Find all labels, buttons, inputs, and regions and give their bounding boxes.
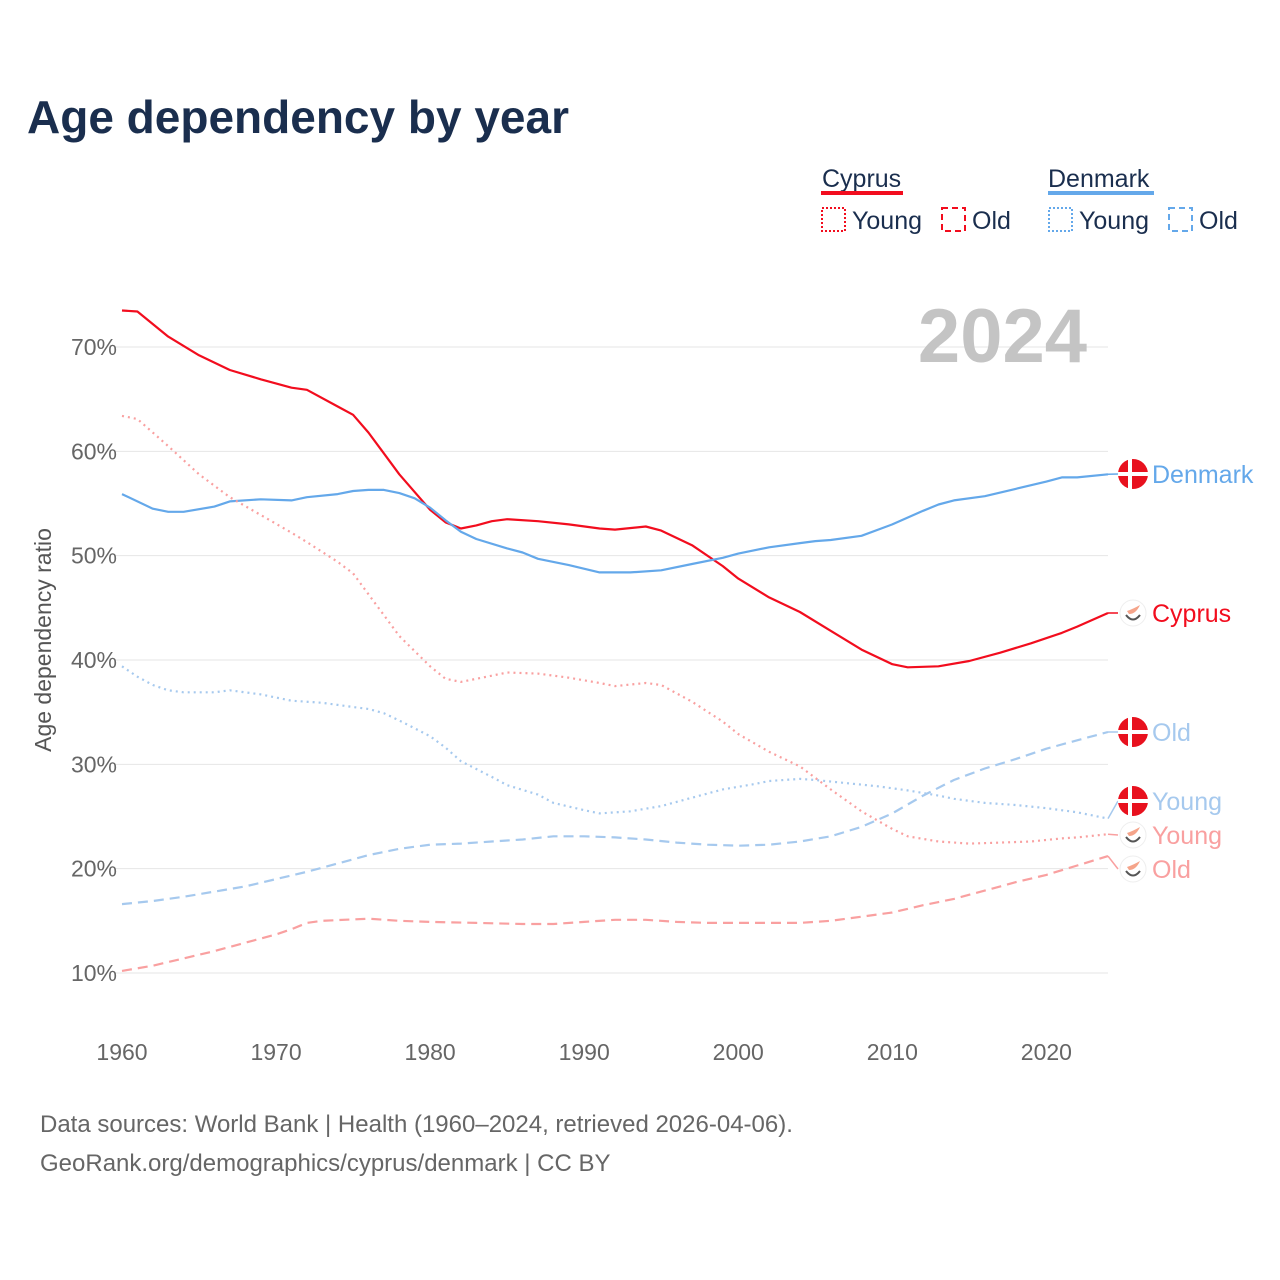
series-line-cyprus-old bbox=[121, 855, 1109, 972]
end-label: Old bbox=[1152, 719, 1191, 747]
cyprus-flag-icon bbox=[1119, 821, 1147, 849]
denmark-flag-icon bbox=[1118, 717, 1148, 747]
x-tick-label: 1970 bbox=[250, 1039, 301, 1065]
chart-title: Age dependency by year bbox=[27, 91, 569, 143]
end-label: Denmark bbox=[1152, 461, 1254, 489]
legend-cyprus-young[interactable]: Young bbox=[852, 207, 922, 235]
end-label-connector bbox=[1107, 800, 1119, 819]
series-line-denmark-old bbox=[121, 730, 1109, 906]
y-tick-label: 70% bbox=[71, 334, 117, 360]
legend-cyprus-young-swatch bbox=[821, 207, 846, 232]
legend-denmark-old[interactable]: Old bbox=[1199, 207, 1238, 235]
footer-sources: Data sources: World Bank | Health (1960–… bbox=[40, 1111, 793, 1138]
cyprus-flag-icon bbox=[1119, 599, 1147, 627]
legend-cyprus-underline bbox=[821, 191, 903, 195]
x-tick-label: 1960 bbox=[96, 1039, 147, 1065]
end-label-connector bbox=[1107, 833, 1119, 836]
x-tick-label: 2010 bbox=[867, 1039, 918, 1065]
y-tick-label: 40% bbox=[71, 647, 117, 673]
x-tick-label: 2020 bbox=[1021, 1039, 1072, 1065]
end-label: Young bbox=[1152, 788, 1222, 816]
x-tick-label: 1980 bbox=[405, 1039, 456, 1065]
end-label: Young bbox=[1152, 822, 1222, 850]
denmark-flag-icon bbox=[1118, 786, 1148, 816]
year-watermark: 2024 bbox=[918, 294, 1087, 379]
y-axis-label: Age dependency ratio bbox=[30, 528, 56, 752]
legend-denmark-young[interactable]: Young bbox=[1079, 207, 1149, 235]
end-label: Old bbox=[1152, 856, 1191, 884]
y-tick-label: 60% bbox=[71, 438, 117, 464]
legend-denmark-young-swatch bbox=[1048, 207, 1073, 232]
cyprus-flag-icon bbox=[1119, 855, 1147, 883]
legend-denmark-old-swatch bbox=[1168, 207, 1193, 232]
series-line-denmark bbox=[121, 473, 1109, 574]
series-lines bbox=[121, 309, 1109, 972]
legend-cyprus-old-swatch bbox=[941, 207, 966, 232]
legend: Cyprus Young Old Denmark Young Old bbox=[821, 165, 1238, 235]
y-tick-label: 30% bbox=[71, 751, 117, 777]
denmark-flag-icon bbox=[1118, 459, 1148, 489]
footer-link[interactable]: GeoRank.org/demographics/cyprus/denmark … bbox=[40, 1150, 610, 1177]
end-label: Cyprus bbox=[1152, 600, 1231, 628]
series-line-cyprus bbox=[121, 309, 1109, 669]
legend-denmark-title: Denmark bbox=[1048, 165, 1150, 193]
end-labels: Cyprus Denmark Young Old Young Old bbox=[1107, 459, 1254, 884]
y-tick-label: 20% bbox=[71, 856, 117, 882]
x-tick-label: 2000 bbox=[713, 1039, 764, 1065]
y-tick-label: 10% bbox=[71, 960, 117, 986]
x-tick-label: 1990 bbox=[559, 1039, 610, 1065]
legend-cyprus-title: Cyprus bbox=[822, 165, 901, 193]
legend-cyprus-old[interactable]: Old bbox=[972, 207, 1011, 235]
end-label-connector bbox=[1107, 855, 1119, 870]
series-line-cyprus-young bbox=[121, 414, 1109, 845]
legend-denmark-underline bbox=[1048, 191, 1154, 195]
grid: 10% 20% 30% 40% 50% 60% 70% 1960 1970 1980 1990 200… bbox=[71, 334, 1108, 1065]
series-line-denmark-young bbox=[121, 665, 1109, 820]
y-tick-label: 50% bbox=[71, 543, 117, 569]
